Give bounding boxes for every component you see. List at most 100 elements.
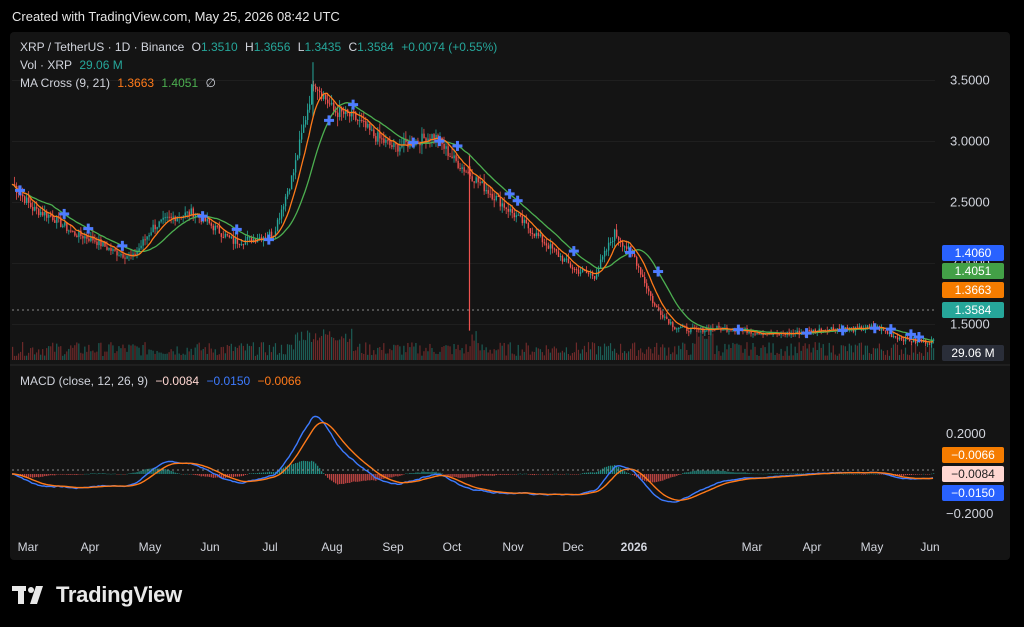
candle-body (284, 196, 287, 207)
macd-histogram-bar (308, 461, 311, 474)
candle-body (808, 329, 810, 331)
macd-histogram-bar (242, 474, 245, 476)
volume-bar (481, 344, 483, 360)
legend-macd[interactable]: MACD (close, 12, 26, 9) −0.0084 −0.0150 … (20, 374, 305, 388)
macd-histogram-bar (312, 461, 315, 474)
macd-histogram-bar (527, 474, 529, 475)
macd-histogram-bar (361, 474, 363, 482)
volume-bar (746, 342, 748, 360)
candle-body (70, 230, 72, 232)
candle-body (268, 231, 271, 237)
volume-bar (411, 342, 413, 360)
volume-bar (403, 345, 405, 360)
macd-histogram-bar (511, 474, 513, 475)
macd-histogram-bar (56, 474, 58, 475)
volume-bar (38, 349, 40, 360)
volume-bar (66, 351, 68, 360)
volume-bar (595, 354, 598, 360)
legend-ma-cross[interactable]: MA Cross (9, 21) 1.3663 1.4051 ∅ (20, 76, 220, 90)
candle-body (595, 274, 598, 279)
macd-histogram-bar (108, 473, 110, 475)
candle-body (646, 283, 648, 289)
macd-histogram-bar (573, 474, 576, 475)
volume-bar (489, 349, 491, 360)
volume-bar (278, 353, 281, 360)
volume-bar (810, 352, 812, 360)
candle-body (40, 212, 42, 216)
volume-bar (327, 334, 329, 360)
ma-cross-marker (434, 136, 445, 147)
candle-body (82, 235, 84, 239)
volume-bar (822, 344, 824, 360)
volume-bar (194, 347, 196, 360)
volume-bar (766, 353, 768, 360)
volume-bar (918, 351, 921, 360)
volume-bar (393, 344, 395, 360)
macd-histogram-bar (838, 473, 840, 475)
candle-body (192, 208, 194, 217)
candle-body (431, 134, 433, 141)
symbol-label[interactable]: XRP / TetherUS · 1D · Binance (20, 40, 185, 54)
macd-histogram-bar (475, 474, 477, 477)
candle-body (756, 333, 758, 335)
candle-body (890, 333, 893, 338)
macd-histogram-bar (642, 474, 644, 481)
volume-bar (724, 343, 726, 360)
volume-bar (527, 345, 529, 360)
candle-body (106, 246, 108, 250)
volume-bar (728, 344, 730, 360)
macd-histogram-bar (92, 473, 94, 474)
candle-body (355, 112, 357, 120)
volume-bar (298, 340, 301, 360)
chart-frame[interactable] (10, 32, 1010, 560)
macd-histogram-bar (656, 474, 658, 482)
candle-body (248, 236, 251, 238)
macd-histogram-bar (439, 472, 441, 474)
volume-bars (12, 328, 935, 360)
candle-body (78, 230, 80, 238)
candle-body (599, 259, 602, 269)
hide-values-icon[interactable]: ∅ (205, 76, 216, 90)
macd-histogram-bar (479, 474, 481, 476)
candle-body (477, 177, 479, 183)
candle-body (850, 327, 853, 329)
volume-bar (860, 342, 862, 360)
candle-body (122, 254, 124, 258)
macd-histogram-bar (674, 474, 676, 477)
volume-bar (583, 345, 586, 360)
volume-bar (24, 355, 26, 360)
candle-body (573, 269, 576, 271)
candle-body (379, 132, 381, 139)
macd-histogram-bar (405, 473, 407, 474)
volume-bar (708, 336, 710, 360)
legend-volume[interactable]: Vol · XRP 29.06 M (20, 58, 127, 72)
volume-bar (32, 347, 34, 360)
volume-bar (383, 343, 385, 360)
candle-body (124, 257, 126, 259)
candle-body (884, 330, 887, 332)
volume-bar (792, 355, 794, 360)
macd-histogram-bar (347, 474, 349, 483)
macd-histogram-bar (521, 473, 523, 475)
macd-histogram-bar (306, 461, 309, 474)
tradingview-wordmark: TradingView (56, 582, 182, 607)
volume-bar (475, 331, 477, 360)
volume-bar (471, 334, 473, 360)
volume-bar (445, 345, 447, 360)
tradingview-brand[interactable]: TradingView (12, 582, 182, 608)
ma-cross-marker (512, 195, 523, 206)
macd-histogram-bar (194, 474, 196, 476)
macd-histogram-bar (435, 471, 437, 474)
candle-body (112, 249, 114, 251)
volume-bar (385, 353, 387, 360)
macd-histogram-bar (190, 473, 192, 475)
candle-body (363, 120, 365, 122)
candle-body (579, 272, 582, 274)
volume-bar (880, 349, 883, 360)
macd-histogram-bar (928, 474, 931, 475)
volume-bar (150, 349, 152, 360)
ma-cross-marker (653, 266, 664, 277)
close-value: 1.3584 (357, 40, 394, 54)
macd-histogram-bar (609, 465, 612, 474)
